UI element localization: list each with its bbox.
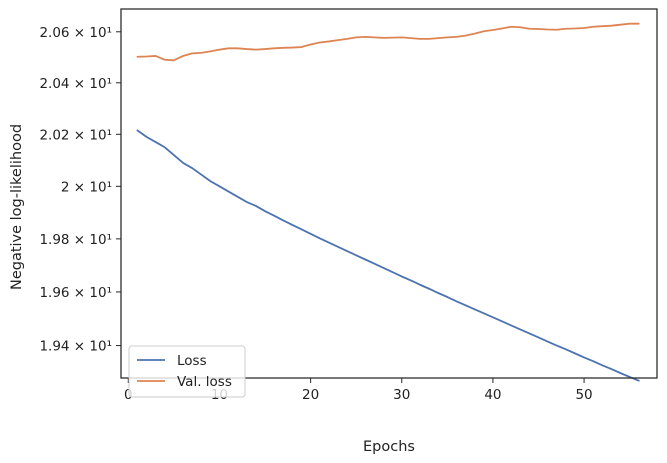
plot-background xyxy=(121,9,657,378)
legend: Loss Val. loss xyxy=(128,345,246,398)
y-tick-label: 2 × 10¹ xyxy=(61,179,112,195)
x-tick-label: 40 xyxy=(484,387,501,403)
x-tick-label: 20 xyxy=(302,387,319,403)
series-line-loss xyxy=(136,129,640,382)
series-line-val-loss xyxy=(136,22,640,62)
y-tick-label: 1.96 × 10¹ xyxy=(39,285,112,301)
legend-box xyxy=(128,345,246,398)
y-tick-label: 2.02 × 10¹ xyxy=(39,127,112,143)
x-tick-label: 50 xyxy=(575,387,592,403)
legend-label-loss: Loss xyxy=(177,353,207,369)
x-axis: 01020304050 xyxy=(124,378,593,403)
legend-label-val-loss: Val. loss xyxy=(177,374,232,390)
x-tick-label: 0 xyxy=(124,387,133,403)
x-axis-label: Epochs xyxy=(363,439,415,455)
x-tick-label: 30 xyxy=(393,387,410,403)
series-layer xyxy=(136,22,640,382)
y-tick-label: 2.06 × 10¹ xyxy=(39,25,112,41)
y-axis-label: Negative log-likelihood xyxy=(9,124,25,290)
y-tick-label: 1.98 × 10¹ xyxy=(39,232,112,248)
y-axis: 1.94 × 10¹ 1.96 × 10¹ 1.98 × 10¹ 2 × 10¹ 2.0… xyxy=(39,25,121,355)
plot-frame xyxy=(120,8,658,379)
y-tick-label: 1.94 × 10¹ xyxy=(39,339,112,355)
y-tick-label: 2.04 × 10¹ xyxy=(39,76,112,92)
